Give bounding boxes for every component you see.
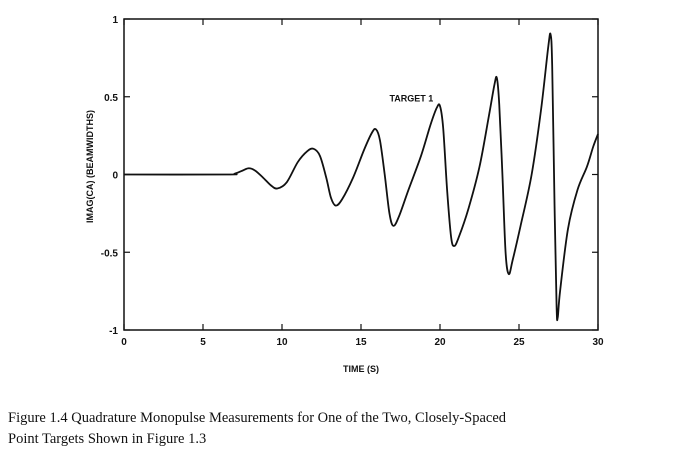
caption-line-2: Point Targets Shown in Figure 1.3 — [8, 431, 207, 447]
chart: 0 5 10 15 20 25 30 -1 -0.5 0 0.5 1 TARGET 1 TIME (S… — [85, 15, 604, 374]
x-tick-label: 0 — [121, 337, 127, 348]
y-tick-label: -0.5 — [101, 248, 119, 259]
figure-caption: Figure 1.4 Quadrature Monopulse Measurem… — [8, 408, 672, 450]
x-tick-label: 10 — [276, 337, 288, 348]
series-line — [123, 32, 599, 322]
axis-tick-labels: 0 5 10 15 20 25 30 -1 -0.5 0 0.5 1 — [101, 15, 604, 348]
x-tick-label: 25 — [513, 337, 525, 348]
x-tick-label: 5 — [200, 337, 206, 348]
caption-line-1: Figure 1.4 Quadrature Monopulse Measurem… — [8, 410, 507, 426]
x-tick-label: 30 — [592, 337, 604, 348]
annotation-target-1: TARGET 1 — [389, 93, 433, 103]
x-axis-label: TIME (S) — [343, 364, 379, 374]
x-tick-label: 20 — [434, 337, 446, 348]
y-axis-label: IMAG(CA) (BEAMWIDTHS) — [85, 110, 95, 223]
y-tick-label: 0.5 — [104, 93, 118, 104]
y-tick-label: 1 — [112, 15, 118, 26]
y-tick-label: 0 — [112, 171, 118, 182]
x-tick-label: 15 — [355, 337, 367, 348]
axis-ticks — [123, 18, 599, 331]
y-tick-label: -1 — [109, 326, 118, 337]
